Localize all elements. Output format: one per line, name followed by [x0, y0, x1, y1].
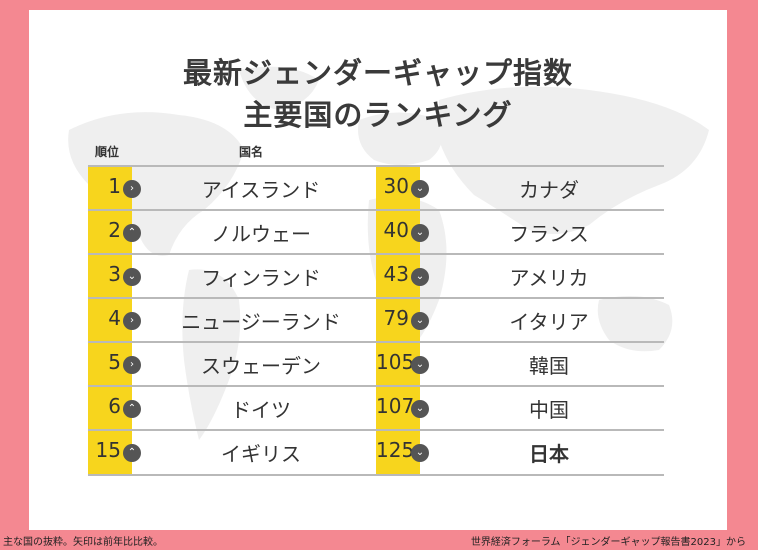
trend-up-icon: ⌃: [123, 444, 141, 462]
trend-down-icon: ⌄: [411, 224, 429, 242]
rank-value: 30: [383, 174, 409, 198]
table-bottom-rule: [376, 474, 664, 476]
table-row: 5 › スウェーデン: [88, 341, 376, 385]
country-name: カナダ: [519, 178, 579, 202]
trend-down-icon: ⌄: [411, 268, 429, 286]
country-name: ドイツ: [231, 398, 291, 422]
page-subtitle: 主要国のランキング: [243, 98, 513, 132]
rank-value: 105: [376, 350, 415, 374]
ranking-table-left: 1 › アイスランド 2 ⌃ ノルウェー 3 ⌄ フィンランド 4 › ニュージーランド 5 › スウェーデ…: [88, 165, 376, 476]
table-row: 43 ⌄ アメリカ: [376, 253, 664, 297]
rank-value: 1: [108, 174, 121, 198]
source-note: 世界経済フォーラム「ジェンダーギャップ報告書2023」から: [470, 537, 746, 548]
rank-value: 6: [108, 394, 121, 418]
table-row: 125 ⌄ 日本: [376, 429, 664, 473]
rank-value: 107: [376, 394, 415, 418]
row-divider: [376, 165, 664, 167]
trend-right-icon: ›: [123, 356, 141, 374]
trend-down-icon: ⌄: [411, 180, 429, 198]
table-row: 15 ⌃ イギリス: [88, 429, 376, 473]
rank-value: 79: [383, 306, 409, 330]
row-divider: [88, 341, 376, 343]
country-name: スウェーデン: [201, 354, 321, 378]
row-divider: [376, 341, 664, 343]
row-divider: [88, 297, 376, 299]
rank-value: 5: [108, 350, 121, 374]
trend-down-icon: ⌄: [411, 312, 429, 330]
rank-column-header: 順位: [95, 145, 120, 159]
table-bottom-rule: [88, 474, 376, 476]
rank-value: 125: [376, 438, 415, 462]
table-row: 4 › ニュージーランド: [88, 297, 376, 341]
country-name: 日本: [529, 442, 569, 466]
ranking-card: 最新ジェンダーギャップ指数 主要国のランキング 順位 国名 1 › アイスランド 2 ⌃…: [29, 10, 727, 530]
row-divider: [376, 297, 664, 299]
trend-up-icon: ⌃: [123, 224, 141, 242]
rank-value: 40: [383, 218, 409, 242]
trend-down-icon: ⌄: [411, 400, 429, 418]
rank-value: 43: [383, 262, 409, 286]
country-name: フィンランド: [201, 266, 321, 290]
trend-down-icon: ⌄: [411, 356, 429, 374]
row-divider: [88, 429, 376, 431]
rank-value: 3: [108, 262, 121, 286]
country-name: フランス: [509, 222, 589, 246]
row-divider: [376, 385, 664, 387]
footnote: 主な国の抜粋。矢印は前年比比較。: [3, 537, 163, 548]
ranking-table-right: 30 ⌄ カナダ 40 ⌄ フランス 43 ⌄ アメリカ 79 ⌄ イタリア 105 ⌄ 韓国 107 ⌄ 中国 1…: [376, 165, 664, 476]
table-row: 40 ⌄ フランス: [376, 209, 664, 253]
rank-value: 2: [108, 218, 121, 242]
page-title: 最新ジェンダーギャップ指数: [182, 56, 573, 90]
country-name: ニュージーランド: [181, 310, 341, 334]
rank-value: 15: [95, 438, 121, 462]
country-name: イギリス: [221, 442, 301, 466]
table-row: 79 ⌄ イタリア: [376, 297, 664, 341]
row-divider: [88, 165, 376, 167]
rank-value: 4: [108, 306, 121, 330]
country-column-header: 国名: [239, 145, 264, 159]
row-divider: [376, 209, 664, 211]
trend-right-icon: ›: [123, 180, 141, 198]
table-row: 3 ⌄ フィンランド: [88, 253, 376, 297]
row-divider: [88, 209, 376, 211]
country-name: アメリカ: [509, 266, 589, 290]
country-name: 韓国: [529, 354, 569, 378]
trend-right-icon: ›: [123, 312, 141, 330]
row-divider: [376, 429, 664, 431]
row-divider: [376, 253, 664, 255]
table-row: 30 ⌄ カナダ: [376, 165, 664, 209]
row-divider: [88, 385, 376, 387]
row-divider: [88, 253, 376, 255]
table-row: 2 ⌃ ノルウェー: [88, 209, 376, 253]
table-row: 6 ⌃ ドイツ: [88, 385, 376, 429]
table-row: 1 › アイスランド: [88, 165, 376, 209]
country-name: 中国: [529, 398, 569, 422]
country-name: アイスランド: [201, 178, 321, 202]
trend-up-icon: ⌃: [123, 400, 141, 418]
table-row: 107 ⌄ 中国: [376, 385, 664, 429]
table-row: 105 ⌄ 韓国: [376, 341, 664, 385]
trend-down-icon: ⌄: [123, 268, 141, 286]
country-name: イタリア: [509, 310, 589, 334]
country-name: ノルウェー: [211, 222, 311, 246]
trend-down-icon: ⌄: [411, 444, 429, 462]
